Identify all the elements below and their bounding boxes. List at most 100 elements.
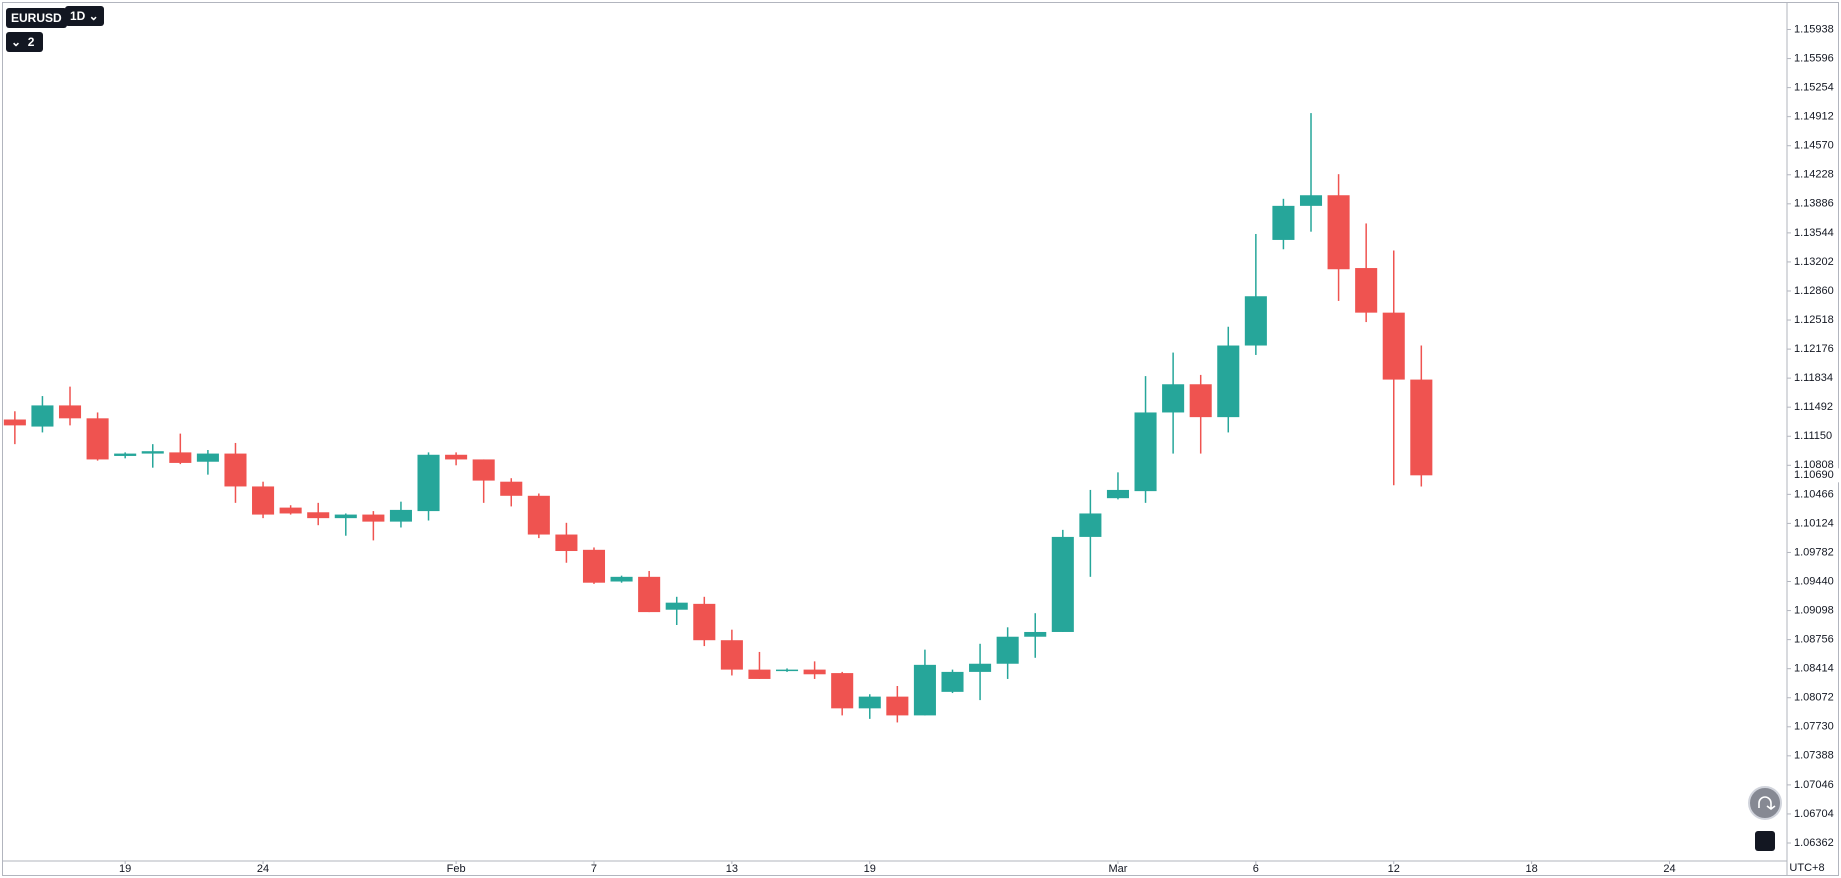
candle-body — [334, 514, 357, 519]
x-tick-label: Mar — [1108, 863, 1127, 875]
scroll-button[interactable] — [1748, 786, 1782, 820]
y-tick-label: 1.10808 — [1794, 459, 1834, 471]
candle-body — [31, 405, 54, 427]
candle-body — [858, 696, 881, 709]
candle-body — [610, 576, 633, 582]
x-tick-label: 6 — [1253, 863, 1259, 875]
indicator-count: 2 — [27, 35, 35, 49]
y-tick-label: 1.07046 — [1794, 779, 1834, 791]
y-tick-label: 1.06362 — [1794, 837, 1834, 849]
candle-body — [445, 454, 468, 460]
y-tick-label: 1.12518 — [1794, 314, 1834, 326]
candle-body — [1079, 513, 1102, 537]
candle-body — [1410, 379, 1433, 476]
candle-body — [307, 512, 330, 519]
candle-body — [886, 696, 909, 716]
candle-body — [1024, 631, 1047, 637]
candle-body — [1272, 205, 1295, 240]
x-tick-label: 24 — [1663, 863, 1675, 875]
auto-scale-button[interactable] — [1755, 831, 1775, 851]
indicators-badge[interactable]: ⌄ 2 — [6, 32, 43, 52]
current-price-label: 1.10690 — [1794, 469, 1834, 481]
candle-body — [224, 453, 247, 487]
y-tick-label: 1.11834 — [1794, 372, 1833, 384]
y-tick-label: 1.11492 — [1794, 401, 1833, 413]
candle-body — [1327, 195, 1350, 270]
candle-body — [279, 507, 302, 514]
y-tick-label: 1.07388 — [1794, 750, 1834, 762]
y-tick-label: 1.14228 — [1794, 169, 1834, 181]
x-tick-label: 12 — [1388, 863, 1400, 875]
candle-body — [720, 640, 743, 670]
candle-body — [472, 459, 495, 481]
candle-body — [803, 669, 826, 675]
candle-body — [58, 405, 82, 419]
y-tick-label: 1.12176 — [1794, 343, 1834, 355]
candle-body — [417, 454, 440, 512]
candle-body — [748, 669, 771, 679]
candle-body — [555, 534, 578, 552]
candle-body — [638, 576, 661, 613]
x-tick-label: 13 — [726, 863, 738, 875]
candle-body — [169, 452, 192, 463]
y-tick-label: 1.08072 — [1794, 692, 1834, 704]
current-price-bg — [1789, 468, 1839, 483]
y-tick-label: 1.10124 — [1794, 517, 1834, 529]
candle-body — [196, 453, 219, 462]
candle-body — [527, 495, 550, 535]
candle-body — [776, 669, 799, 672]
y-tick-label: 1.08414 — [1794, 663, 1834, 675]
y-tick-label: 1.14570 — [1794, 140, 1834, 152]
y-tick-label: 1.13202 — [1794, 256, 1834, 268]
candle-body — [1051, 536, 1074, 632]
x-tick-label: 18 — [1526, 863, 1538, 875]
x-tick-label: 7 — [591, 863, 597, 875]
candle-body — [665, 602, 688, 610]
candle-body — [1244, 296, 1267, 346]
candle-body — [996, 636, 1019, 664]
candle-body — [362, 514, 385, 522]
y-tick-label: 1.13886 — [1794, 198, 1834, 210]
y-tick-label: 1.15596 — [1794, 52, 1834, 64]
y-tick-label: 1.15938 — [1794, 23, 1834, 35]
timezone[interactable]: UTC+8 — [1789, 862, 1824, 874]
candle-body — [693, 603, 716, 641]
y-tick-label: 1.08756 — [1794, 634, 1834, 646]
y-tick-label: 1.15254 — [1794, 82, 1834, 94]
candle-body — [831, 673, 854, 709]
y-tick-label: 1.09782 — [1794, 546, 1834, 558]
y-tick-label: 1.09440 — [1794, 575, 1834, 587]
y-tick-label: 1.13544 — [1794, 227, 1834, 239]
y-tick-label: 1.14912 — [1794, 111, 1834, 123]
candle-body — [86, 418, 109, 460]
candle-body — [1106, 489, 1129, 499]
candle-body — [582, 549, 606, 583]
candle-body — [500, 481, 523, 496]
candle-body — [389, 509, 412, 522]
y-tick-label: 1.10466 — [1794, 488, 1834, 500]
candle-body — [1134, 412, 1157, 492]
candle-body — [3, 419, 26, 426]
y-tick-label: 1.11150 — [1794, 430, 1832, 442]
interval: 1D — [70, 9, 86, 23]
candle-body — [114, 453, 137, 456]
candle-body — [252, 486, 275, 515]
x-tick-label: 19 — [864, 863, 876, 875]
x-tick-label: Feb — [447, 863, 466, 875]
x-tick-label: 24 — [257, 863, 269, 875]
candle-body — [141, 451, 164, 454]
interval-badge[interactable]: 1D ⌄ — [65, 6, 104, 26]
x-tick-label: 19 — [119, 863, 131, 875]
y-tick-label: 1.09098 — [1794, 604, 1834, 616]
symbol-badge[interactable]: EURUSD — [6, 8, 67, 28]
y-tick-label: 1.07730 — [1794, 721, 1834, 733]
candle-body — [941, 671, 964, 692]
scroll-icon — [1758, 796, 1776, 810]
candle-body — [1382, 312, 1405, 380]
y-tick-label: 1.06704 — [1794, 808, 1834, 820]
candle-body — [1217, 345, 1240, 418]
candle-body — [1189, 384, 1212, 418]
